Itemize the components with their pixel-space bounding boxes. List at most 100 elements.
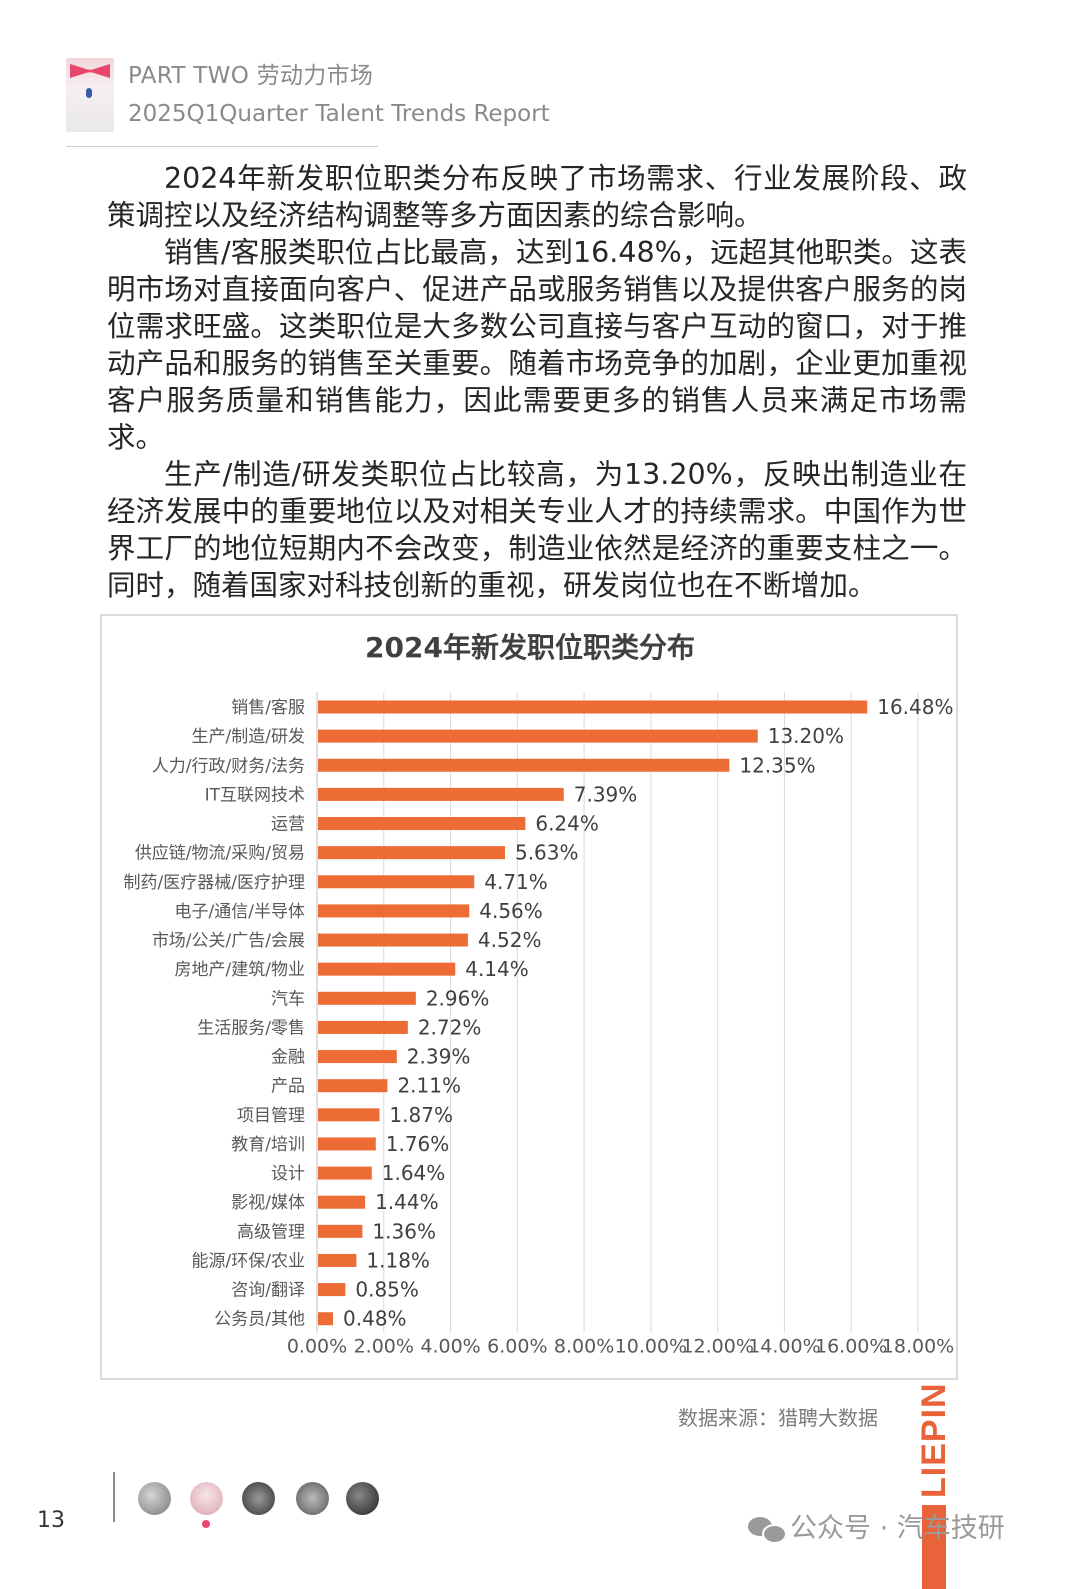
category-label: 设计 bbox=[271, 1164, 305, 1184]
data-label: 7.39% bbox=[574, 782, 638, 806]
chart-frame: 2024年新发职位职类分布 0.00% 2.00% 4.00% 6.00% 8.00% 10… bbox=[100, 614, 958, 1380]
paragraph-1: 2024年新发职位职类分布反映了市场需求、行业发展阶段、政策调控以及经济结构调整… bbox=[107, 162, 967, 232]
data-label: 1.87% bbox=[389, 1103, 453, 1127]
bow-tie-shape bbox=[70, 64, 110, 78]
page-number: 13 bbox=[37, 1508, 65, 1533]
data-label: 4.52% bbox=[478, 928, 542, 952]
report-title: 2025Q1Quarter Talent Trends Report bbox=[128, 101, 550, 127]
bar bbox=[318, 904, 470, 918]
nav-thumbnail-4[interactable] bbox=[296, 1482, 329, 1515]
category-label: 供应链/物流/采购/贸易 bbox=[135, 844, 305, 864]
category-label: 运营 bbox=[271, 815, 305, 835]
section-label: PART TWO 劳动力市场 bbox=[128, 63, 374, 89]
data-label: 1.44% bbox=[375, 1190, 439, 1214]
data-label: 1.64% bbox=[382, 1161, 446, 1185]
bar bbox=[318, 933, 468, 947]
body-text: 2024年新发职位职类分布反映了市场需求、行业发展阶段、政策调控以及经济结构调整… bbox=[107, 160, 967, 604]
data-source: 数据来源：猎聘大数据 bbox=[678, 1406, 878, 1430]
data-label: 0.48% bbox=[343, 1307, 407, 1331]
bar bbox=[318, 875, 475, 889]
bar bbox=[318, 1166, 372, 1180]
category-label: 市场/公关/广告/会展 bbox=[152, 931, 305, 951]
category-label: 产品 bbox=[271, 1077, 305, 1097]
category-label: 销售/客服 bbox=[231, 698, 305, 718]
x-tick-label: 10.00% bbox=[615, 1336, 687, 1358]
data-label: 13.20% bbox=[768, 724, 844, 748]
bar bbox=[318, 846, 505, 860]
header-divider bbox=[66, 146, 378, 147]
category-label: 金融 bbox=[271, 1048, 305, 1068]
category-label: 人力/行政/财务/法务 bbox=[152, 756, 305, 776]
x-tick-label: 12.00% bbox=[681, 1336, 753, 1358]
data-label: 4.56% bbox=[479, 899, 543, 923]
data-label: 4.14% bbox=[465, 957, 529, 981]
nav-thumbnail-2[interactable] bbox=[190, 1482, 223, 1515]
x-tick-label: 0.00% bbox=[287, 1336, 347, 1358]
bar bbox=[318, 1283, 346, 1297]
category-label: 生活服务/零售 bbox=[197, 1018, 305, 1038]
watermark-text: 公众号 · 汽车技研 bbox=[790, 1513, 1005, 1544]
category-label: IT互联网技术 bbox=[205, 785, 305, 805]
category-label: 汽车 bbox=[271, 989, 305, 1009]
bar bbox=[318, 1020, 408, 1034]
chart-title: 2024年新发职位职类分布 bbox=[365, 631, 695, 664]
x-tick-label: 4.00% bbox=[420, 1336, 480, 1358]
x-tick-label: 18.00% bbox=[882, 1336, 954, 1358]
bar bbox=[318, 962, 456, 976]
category-label: 电子/通信/半导体 bbox=[175, 902, 305, 922]
data-label: 16.48% bbox=[877, 695, 953, 719]
paragraph-2: 销售/客服类职位占比最高，达到16.48%，远超其他职类。这表明市场对直接面向客… bbox=[107, 236, 967, 454]
bar bbox=[318, 1224, 363, 1238]
data-label: 2.96% bbox=[426, 986, 490, 1010]
category-label: 能源/环保/农业 bbox=[192, 1251, 305, 1271]
footer-divider bbox=[113, 1472, 115, 1522]
data-label: 4.71% bbox=[484, 870, 548, 894]
category-label: 教育/培训 bbox=[231, 1135, 305, 1155]
category-label: 生产/制造/研发 bbox=[192, 727, 305, 747]
bar bbox=[318, 991, 416, 1005]
bar bbox=[318, 1108, 380, 1122]
nav-thumbnail-5[interactable] bbox=[346, 1482, 379, 1515]
nav-thumbnail-1[interactable] bbox=[138, 1482, 171, 1515]
brand-logo: LIEPIN bbox=[915, 1382, 953, 1498]
bar bbox=[318, 700, 868, 714]
active-page-indicator bbox=[202, 1520, 210, 1528]
bar bbox=[318, 729, 758, 743]
data-label: 2.39% bbox=[407, 1045, 471, 1069]
brand-bar bbox=[922, 1505, 946, 1589]
bar bbox=[318, 1050, 397, 1064]
category-label: 项目管理 bbox=[237, 1106, 305, 1126]
brand-text: LIEPIN bbox=[915, 1382, 953, 1498]
bar bbox=[318, 1195, 366, 1209]
data-label: 2.11% bbox=[397, 1074, 461, 1098]
data-label: 1.18% bbox=[366, 1248, 430, 1272]
bar bbox=[318, 1253, 357, 1267]
data-label: 0.85% bbox=[355, 1278, 419, 1302]
nav-thumbnail-3[interactable] bbox=[242, 1482, 275, 1515]
data-label: 6.24% bbox=[535, 812, 599, 836]
bar bbox=[318, 817, 526, 831]
category-label: 咨询/翻译 bbox=[231, 1281, 305, 1301]
header-thumbnail-image bbox=[66, 58, 114, 132]
bar bbox=[318, 1312, 334, 1326]
wechat-icon bbox=[748, 1515, 787, 1544]
category-label: 高级管理 bbox=[237, 1222, 305, 1242]
x-tick-label: 2.00% bbox=[354, 1336, 414, 1358]
paragraph-3: 生产/制造/研发类职位占比较高，为13.20%，反映出制造业在经济发展中的重要地… bbox=[107, 458, 967, 602]
category-label: 房地产/建筑/物业 bbox=[175, 960, 305, 980]
x-tick-label: 16.00% bbox=[815, 1336, 887, 1358]
category-label: 影视/媒体 bbox=[231, 1193, 305, 1213]
bar-chart: 2024年新发职位职类分布 0.00% 2.00% 4.00% 6.00% 8.00% 10… bbox=[124, 631, 955, 1358]
data-label: 2.72% bbox=[418, 1015, 482, 1039]
data-label: 1.36% bbox=[372, 1219, 436, 1243]
x-tick-label: 6.00% bbox=[487, 1336, 547, 1358]
bar bbox=[318, 1137, 376, 1151]
bar bbox=[318, 758, 730, 772]
category-label: 制药/医疗器械/医疗护理 bbox=[124, 873, 305, 893]
bar bbox=[318, 787, 564, 801]
bar bbox=[318, 1079, 388, 1093]
data-label: 1.76% bbox=[386, 1132, 450, 1156]
x-tick-label: 14.00% bbox=[748, 1336, 820, 1358]
category-label: 公务员/其他 bbox=[214, 1310, 305, 1330]
pin-shape bbox=[86, 88, 92, 98]
